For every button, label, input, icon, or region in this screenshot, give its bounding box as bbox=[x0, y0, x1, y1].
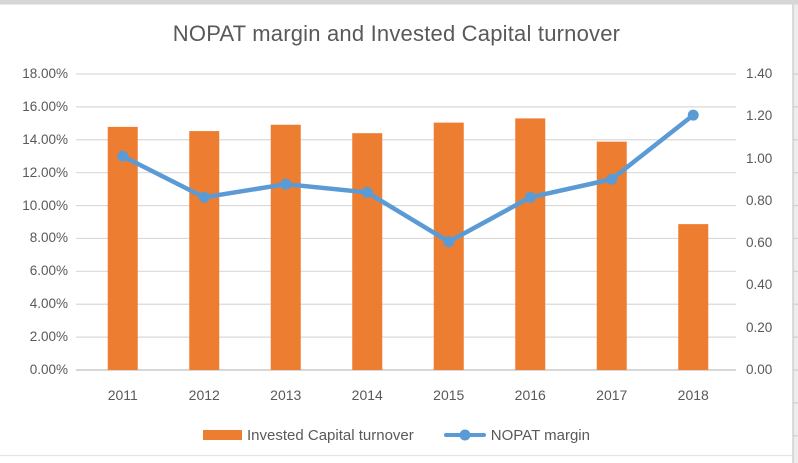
left-axis-tick: 6.00% bbox=[29, 263, 68, 279]
bar-2011[interactable] bbox=[107, 126, 138, 370]
legend: Invested Capital turnover NOPAT margin bbox=[0, 426, 793, 444]
bar-2012[interactable] bbox=[189, 131, 220, 370]
window-top-edge bbox=[0, 0, 798, 5]
data-point-2015[interactable] bbox=[443, 236, 455, 248]
x-axis-label-2011: 2011 bbox=[107, 387, 138, 403]
chart-title: NOPAT margin and Invested Capital turnov… bbox=[172, 21, 621, 46]
left-axis-tick: 14.00% bbox=[22, 131, 68, 147]
x-axis-label-2014: 2014 bbox=[351, 387, 383, 403]
left-axis-tick: 10.00% bbox=[22, 197, 68, 213]
legend-label-nopat-margin: NOPAT margin bbox=[490, 426, 590, 444]
x-axis-label-2018: 2018 bbox=[677, 387, 709, 403]
data-point-2018[interactable] bbox=[687, 109, 699, 121]
right-axis-tick: 1.00 bbox=[746, 150, 773, 166]
line-series-swatch-icon bbox=[443, 433, 486, 437]
legend-item-invested-capital-turnover[interactable]: Invested Capital turnover bbox=[203, 427, 414, 444]
data-point-2012[interactable] bbox=[198, 191, 210, 203]
right-axis-tick: 1.40 bbox=[746, 66, 773, 81]
data-point-2017[interactable] bbox=[606, 173, 618, 185]
right-axis-tick: 0.00 bbox=[746, 362, 773, 377]
legend-label-invested-capital-turnover: Invested Capital turnover bbox=[247, 426, 414, 444]
x-axis-label-2012: 2012 bbox=[188, 387, 220, 403]
right-axis-tick: 0.40 bbox=[746, 277, 773, 293]
right-axis-tick: 0.60 bbox=[746, 235, 773, 251]
right-axis-tick: 0.80 bbox=[746, 192, 773, 208]
left-axis-tick: 4.00% bbox=[29, 296, 68, 312]
left-axis-tick: 16.00% bbox=[22, 98, 68, 114]
worksheet-right-edge bbox=[792, 4, 798, 463]
bar-series-swatch-icon bbox=[203, 430, 243, 440]
right-axis-tick: 0.20 bbox=[746, 319, 773, 335]
x-axis-label-2015: 2015 bbox=[433, 387, 465, 403]
data-point-2014[interactable] bbox=[361, 186, 373, 198]
data-point-2011[interactable] bbox=[117, 150, 129, 162]
x-axis-label-2016: 2016 bbox=[514, 387, 546, 403]
right-axis-tick: 1.20 bbox=[746, 108, 773, 124]
nopat-margin-line[interactable] bbox=[120, 112, 696, 244]
left-axis-tick: 8.00% bbox=[29, 230, 68, 246]
data-point-2016[interactable] bbox=[524, 191, 536, 203]
x-axis-label-2013: 2013 bbox=[270, 387, 302, 403]
x-axis-label-2017: 2017 bbox=[596, 387, 628, 403]
bar-2014[interactable] bbox=[352, 133, 383, 370]
bar-2013[interactable] bbox=[270, 124, 301, 370]
data-point-2013[interactable] bbox=[280, 178, 292, 190]
bar-2016[interactable] bbox=[515, 118, 546, 371]
bar-2018[interactable] bbox=[678, 224, 709, 370]
legend-item-nopat-margin[interactable]: NOPAT margin bbox=[443, 426, 590, 444]
left-axis-tick: 2.00% bbox=[29, 329, 68, 345]
left-axis-tick: 12.00% bbox=[22, 164, 68, 180]
left-axis-tick: 18.00% bbox=[22, 66, 68, 81]
left-axis-tick: 0.00% bbox=[29, 362, 68, 377]
